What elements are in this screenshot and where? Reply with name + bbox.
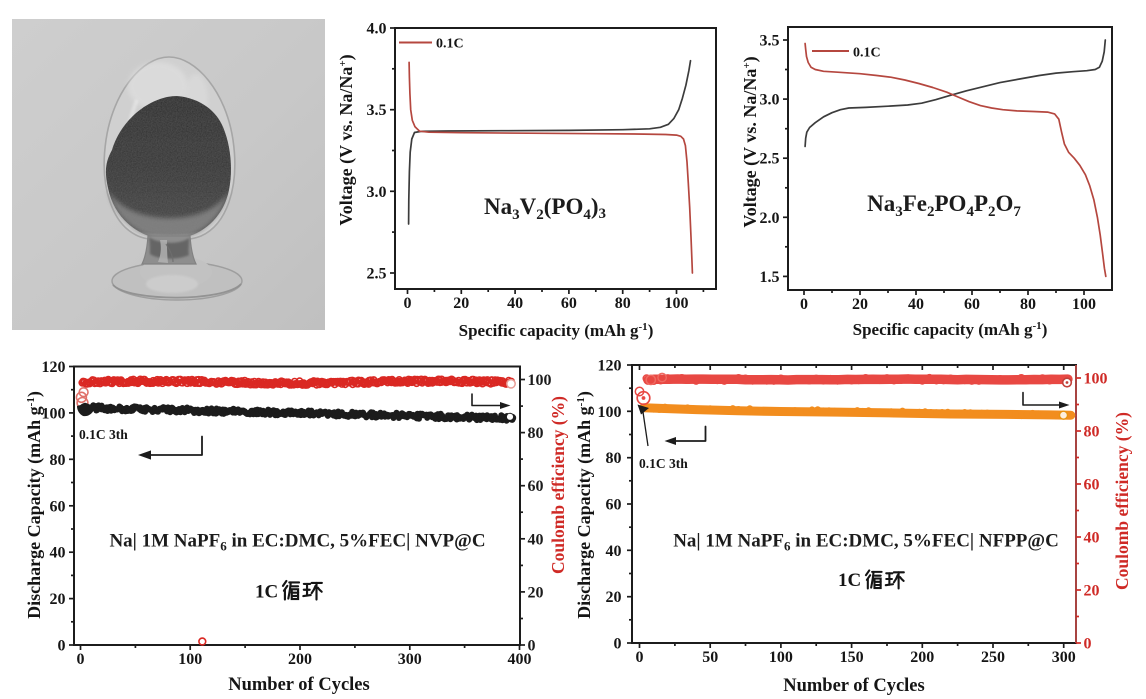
svg-text:0: 0 (77, 651, 85, 668)
svg-text:50: 50 (702, 649, 718, 666)
svg-text:0: 0 (636, 649, 644, 666)
svg-text:80: 80 (1084, 424, 1100, 441)
svg-text:0: 0 (404, 295, 412, 312)
svg-text:80: 80 (615, 295, 631, 312)
svg-text:100: 100 (178, 651, 202, 668)
svg-text:0.1C: 0.1C (853, 46, 881, 61)
svg-text:60: 60 (1084, 477, 1100, 494)
svg-text:300: 300 (1052, 649, 1076, 666)
svg-text:40: 40 (908, 296, 924, 313)
svg-text:0: 0 (614, 636, 622, 653)
svg-text:80: 80 (1020, 296, 1036, 313)
svg-text:250: 250 (981, 649, 1005, 666)
svg-text:Discharge Capacity (mAh g-1): Discharge Capacity (mAh g-1) (24, 391, 45, 619)
svg-text:3.0: 3.0 (367, 184, 387, 201)
svg-text:0: 0 (528, 638, 536, 655)
svg-text:3.0: 3.0 (760, 92, 780, 109)
svg-text:0.1C 3th: 0.1C 3th (639, 456, 688, 471)
svg-text:200: 200 (910, 649, 934, 666)
svg-text:Voltage (V vs. Na/Na+): Voltage (V vs. Na/Na+) (740, 56, 761, 227)
svg-text:200: 200 (288, 651, 312, 668)
svg-text:Number of Cycles: Number of Cycles (228, 675, 369, 695)
svg-text:3.5: 3.5 (760, 33, 780, 50)
svg-text:20: 20 (528, 584, 544, 601)
svg-text:20: 20 (453, 295, 469, 312)
svg-text:60: 60 (561, 295, 577, 312)
svg-text:20: 20 (50, 591, 66, 608)
svg-text:1.5: 1.5 (760, 269, 780, 286)
svg-text:Coulomb efficiency (%): Coulomb efficiency (%) (1112, 412, 1132, 590)
svg-text:100: 100 (1072, 296, 1096, 313)
svg-text:Specific capacity (mAh g-1): Specific capacity (mAh g-1) (853, 320, 1048, 339)
svg-text:100: 100 (598, 404, 622, 421)
svg-text:Na3V2(PO4)3: Na3V2(PO4)3 (484, 194, 606, 223)
svg-text:2.5: 2.5 (367, 266, 387, 283)
svg-text:20: 20 (606, 589, 622, 606)
svg-text:1C: 1C (838, 570, 861, 591)
svg-text:Number of Cycles: Number of Cycles (783, 676, 924, 696)
svg-text:120: 120 (598, 358, 622, 375)
svg-text:60: 60 (964, 296, 980, 313)
svg-text:60: 60 (528, 478, 544, 495)
svg-text:60: 60 (50, 498, 66, 515)
svg-text:300: 300 (398, 651, 422, 668)
svg-text:Voltage (V vs. Na/Na+): Voltage (V vs. Na/Na+) (336, 54, 357, 225)
svg-text:40: 40 (50, 545, 66, 562)
svg-text:80: 80 (50, 452, 66, 469)
svg-text:0: 0 (58, 638, 66, 655)
svg-text:40: 40 (507, 295, 523, 312)
svg-text:1C: 1C (255, 582, 278, 603)
svg-text:Na| 1M NaPF6 in EC:DMC, 5%FEC|: Na| 1M NaPF6 in EC:DMC, 5%FEC| NVP@C (109, 531, 485, 554)
svg-text:100: 100 (769, 649, 793, 666)
svg-text:0: 0 (1084, 636, 1092, 653)
svg-text:100: 100 (665, 295, 689, 312)
svg-text:400: 400 (508, 651, 532, 668)
svg-text:20: 20 (852, 296, 868, 313)
svg-text:2.0: 2.0 (760, 210, 780, 227)
svg-text:Discharge Capacity (mAh g-1): Discharge Capacity (mAh g-1) (574, 391, 595, 619)
svg-text:4.0: 4.0 (367, 21, 387, 38)
svg-text:0: 0 (800, 296, 808, 313)
svg-text:80: 80 (606, 450, 622, 467)
svg-text:Coulomb efficiency (%): Coulomb efficiency (%) (548, 396, 568, 574)
svg-text:40: 40 (528, 531, 544, 548)
svg-text:100: 100 (528, 372, 552, 389)
svg-text:3.5: 3.5 (367, 102, 387, 119)
svg-text:Specific capacity (mAh g-1): Specific capacity (mAh g-1) (459, 321, 654, 340)
svg-text:100: 100 (1084, 371, 1108, 388)
svg-text:40: 40 (1084, 530, 1100, 547)
svg-text:150: 150 (840, 649, 864, 666)
svg-text:0.1C: 0.1C (436, 37, 464, 52)
svg-text:0.1C 3th: 0.1C 3th (79, 427, 128, 442)
svg-text:40: 40 (606, 543, 622, 560)
svg-text:120: 120 (42, 359, 66, 376)
svg-text:60: 60 (606, 497, 622, 514)
svg-text:80: 80 (528, 425, 544, 442)
svg-text:Na3Fe2PO4P2O7: Na3Fe2PO4P2O7 (867, 191, 1021, 220)
svg-text:2.5: 2.5 (760, 151, 780, 168)
svg-text:100: 100 (42, 405, 66, 422)
svg-text:20: 20 (1084, 583, 1100, 600)
svg-text:Na| 1M NaPF6 in EC:DMC, 5%FEC|: Na| 1M NaPF6 in EC:DMC, 5%FEC| NFPP@C (673, 531, 1059, 554)
